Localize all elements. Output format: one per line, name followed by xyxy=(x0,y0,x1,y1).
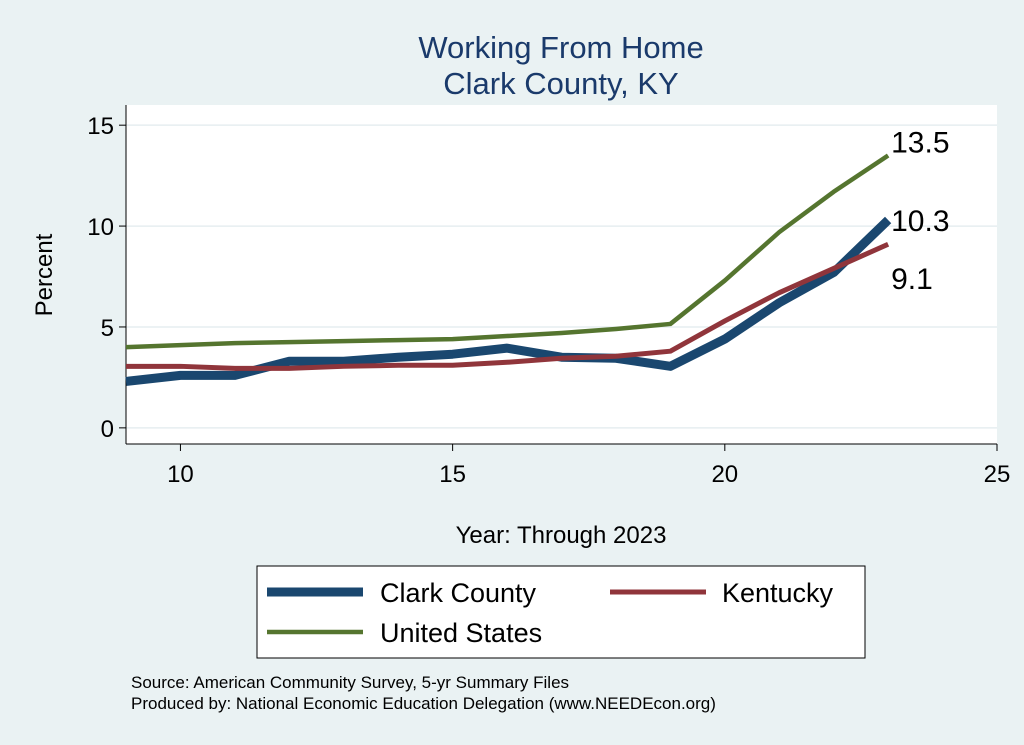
x-tick-label-20: 20 xyxy=(711,461,738,488)
x-tick-label-15: 15 xyxy=(439,461,466,488)
plot-area xyxy=(126,105,997,444)
legend-label-kentucky: Kentucky xyxy=(722,578,834,608)
y-tick-label-5: 5 xyxy=(101,315,114,342)
series-line-united-states xyxy=(125,153,890,350)
y-tick-label-0: 0 xyxy=(101,416,114,443)
end-label-clark-county: 10.3 xyxy=(891,205,949,238)
source-note: Source: American Community Survey, 5-yr … xyxy=(131,673,569,692)
gridlines xyxy=(126,124,997,429)
series-line-kentucky xyxy=(126,241,890,371)
axis-ticks: 0 5 10 15 10 15 20 25 xyxy=(87,113,1010,488)
chart-title: Working From Home xyxy=(418,30,703,65)
legend-label-clark-county: Clark County xyxy=(380,578,537,608)
end-label-kentucky: 9.1 xyxy=(891,263,933,296)
legend: Clark County Kentucky United States xyxy=(267,578,834,648)
x-tick-label-25: 25 xyxy=(984,461,1011,488)
x-tick-label-10: 10 xyxy=(167,461,194,488)
series-lines xyxy=(125,153,892,386)
legend-box xyxy=(256,565,866,659)
y-tick-label-10: 10 xyxy=(87,214,114,241)
x-axis-title: Year: Through 2023 xyxy=(456,522,667,549)
y-tick-label-15: 15 xyxy=(87,113,114,140)
produced-by-note: Produced by: National Economic Education… xyxy=(131,694,716,713)
chart-subtitle: Clark County, KY xyxy=(443,66,678,101)
legend-label-united-states: United States xyxy=(380,618,542,648)
end-label-united-states: 13.5 xyxy=(891,126,949,159)
y-axis-title: Percent xyxy=(31,233,58,316)
end-labels: 10.3 13.5 9.1 xyxy=(891,126,949,296)
